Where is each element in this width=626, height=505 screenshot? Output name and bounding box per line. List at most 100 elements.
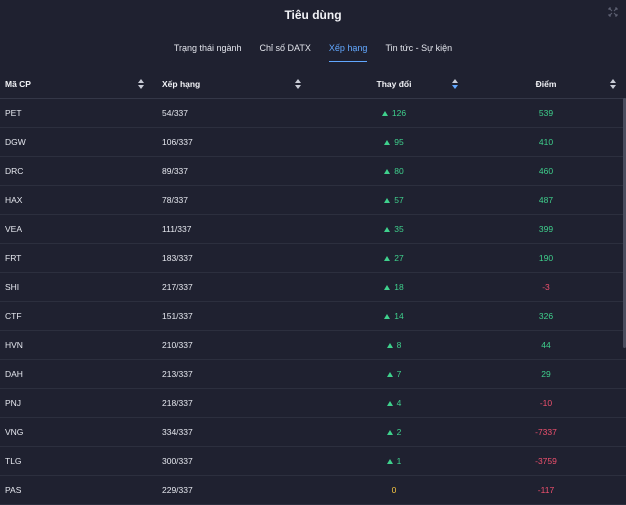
change-cell: 8	[352, 331, 436, 359]
table-header: Mã CP Xếp hạng Thay đổi Điểm	[0, 70, 626, 99]
table-row[interactable]: DGW 106/337 95 410	[0, 128, 626, 157]
sort-icon[interactable]	[138, 79, 144, 89]
stock-code: HAX	[5, 195, 23, 205]
change-cell: 7	[352, 360, 436, 388]
table-row[interactable]: HVN 210/337 8 44	[0, 331, 626, 360]
tab-ranking[interactable]: Xếp hạng	[328, 40, 367, 62]
points-value: -3759	[535, 456, 557, 466]
change-cell: 0	[352, 476, 436, 504]
rank-value: 229/337	[162, 485, 193, 495]
change-value: 4	[396, 398, 402, 408]
stock-code: TLG	[5, 456, 22, 466]
up-arrow-icon	[384, 197, 391, 203]
change-cell: 80	[352, 157, 436, 185]
stock-code: VNG	[5, 427, 24, 437]
change-cell: 95	[352, 128, 436, 156]
sort-active-icon[interactable]	[452, 79, 458, 89]
tab-industry-status[interactable]: Trạng thái ngành	[173, 43, 242, 53]
column-header-points[interactable]: Điểm	[535, 79, 557, 89]
change-value: 80	[394, 166, 404, 176]
up-arrow-icon	[386, 342, 393, 348]
change-value: 0	[391, 485, 397, 495]
modal-header: Tiêu dùng	[0, 0, 626, 30]
change-value: 57	[394, 195, 404, 205]
table-row[interactable]: PET 54/337 126 539	[0, 99, 626, 128]
up-arrow-icon	[384, 255, 391, 261]
stock-code: CTF	[5, 311, 22, 321]
change-cell: 2	[352, 418, 436, 446]
points-value: -10	[539, 398, 553, 408]
change-cell: 126	[352, 99, 436, 127]
change-cell: 18	[352, 273, 436, 301]
tab-datx-index[interactable]: Chỉ số DATX	[259, 43, 311, 53]
stock-code: PAS	[5, 485, 22, 495]
change-cell: 57	[352, 186, 436, 214]
column-header-code[interactable]: Mã CP	[5, 79, 31, 89]
table-row[interactable]: PAS 229/337 0 -117	[0, 476, 626, 505]
change-cell: 35	[352, 215, 436, 243]
stock-code: HVN	[5, 340, 23, 350]
change-cell: 27	[352, 244, 436, 272]
change-value: 18	[394, 282, 404, 292]
stock-code: FRT	[5, 253, 22, 263]
table-row[interactable]: VEA 111/337 35 399	[0, 215, 626, 244]
scrollbar[interactable]	[623, 98, 626, 348]
up-arrow-icon	[384, 313, 391, 319]
sort-icon[interactable]	[295, 79, 301, 89]
table-row[interactable]: SHI 217/337 18 -3	[0, 273, 626, 302]
stock-code: PNJ	[5, 398, 22, 408]
change-value: 8	[396, 340, 402, 350]
stock-code: DRC	[5, 166, 24, 176]
table-row[interactable]: HAX 78/337 57 487	[0, 186, 626, 215]
tab-bar: Trạng thái ngành Chỉ số DATX Xếp hạng Ti…	[0, 40, 626, 62]
change-value: 7	[396, 369, 402, 379]
table-row[interactable]: FRT 183/337 27 190	[0, 244, 626, 273]
rank-value: 111/337	[162, 224, 192, 234]
change-value: 1	[396, 456, 402, 466]
points-value: 190	[538, 253, 554, 263]
points-value: -7337	[535, 427, 557, 437]
rank-value: 89/337	[162, 166, 188, 176]
rank-value: 151/337	[162, 311, 193, 321]
table-row[interactable]: DAH 213/337 7 29	[0, 360, 626, 389]
collapse-arrows-icon[interactable]	[608, 7, 618, 17]
points-value: 326	[538, 311, 554, 321]
up-arrow-icon	[384, 139, 391, 145]
up-arrow-icon	[381, 110, 388, 116]
points-value: -3	[542, 282, 550, 292]
rank-value: 217/337	[162, 282, 193, 292]
tab-news-events[interactable]: Tin tức - Sự kiện	[385, 43, 453, 53]
change-value: 14	[394, 311, 404, 321]
change-value: 2	[396, 427, 402, 437]
rank-value: 213/337	[162, 369, 193, 379]
points-value: 539	[538, 108, 554, 118]
table-row[interactable]: DRC 89/337 80 460	[0, 157, 626, 186]
column-header-change[interactable]: Thay đổi	[376, 79, 412, 89]
change-value: 95	[394, 137, 404, 147]
rank-value: 210/337	[162, 340, 193, 350]
rank-value: 218/337	[162, 398, 193, 408]
change-cell: 14	[352, 302, 436, 330]
change-value: 35	[394, 224, 404, 234]
rank-value: 334/337	[162, 427, 193, 437]
rank-value: 78/337	[162, 195, 188, 205]
rank-value: 106/337	[162, 137, 193, 147]
points-value: 460	[538, 166, 554, 176]
table-body: PET 54/337 126 539 DGW 106/337 95 410 DRC 89/337 8…	[0, 99, 626, 505]
sort-icon[interactable]	[610, 79, 616, 89]
table-row[interactable]: TLG 300/337 1 -3759	[0, 447, 626, 476]
table-row[interactable]: CTF 151/337 14 326	[0, 302, 626, 331]
column-header-rank[interactable]: Xếp hạng	[162, 79, 201, 89]
points-value: 487	[538, 195, 554, 205]
stock-code: VEA	[5, 224, 23, 234]
up-arrow-icon	[386, 429, 393, 435]
table-row[interactable]: PNJ 218/337 4 -10	[0, 389, 626, 418]
points-value: 29	[541, 369, 551, 379]
up-arrow-icon	[384, 168, 391, 174]
table-row[interactable]: VNG 334/337 2 -7337	[0, 418, 626, 447]
page-title: Tiêu dùng	[284, 8, 342, 22]
up-arrow-icon	[386, 458, 393, 464]
change-cell: 1	[352, 447, 436, 475]
ranking-table: Mã CP Xếp hạng Thay đổi Điểm PET 54/337 12…	[0, 70, 626, 505]
change-cell: 4	[352, 389, 436, 417]
